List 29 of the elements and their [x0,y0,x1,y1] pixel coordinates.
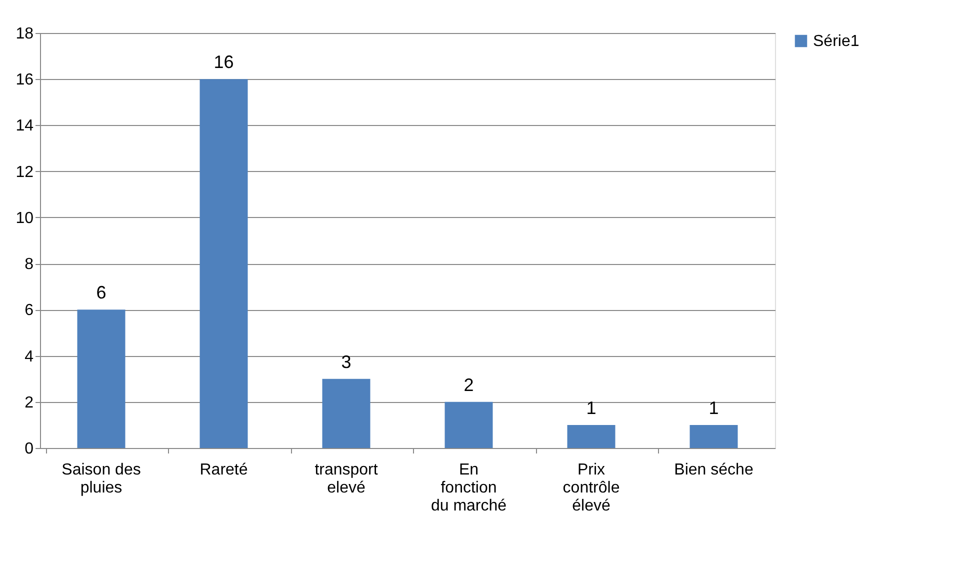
y-tick-label: 16 [16,72,34,89]
legend-label: Série1 [813,33,860,50]
y-tick-label: 12 [16,164,34,181]
data-label: 1 [586,398,596,418]
x-tick-label: Rareté [200,462,248,478]
x-tick-label: Prix contrôle élevé [562,462,620,514]
y-tick-label: 14 [16,118,34,135]
y-tick-label: 0 [24,440,34,458]
data-label: 3 [341,352,352,372]
y-tick-label: 8 [24,256,34,274]
y-tick-label: 6 [24,302,34,320]
y-tick-label: 18 [16,26,34,42]
bar [567,424,616,448]
x-tick-label: Saison des pluies [62,462,141,496]
data-label: 1 [708,398,719,418]
y-tick-label: 2 [24,394,34,412]
bar [200,79,248,448]
bar [77,310,126,448]
y-tick-label: 4 [24,348,34,366]
bar [444,402,493,448]
x-tick-label: Bien séche [674,462,754,478]
bar [322,378,370,448]
x-tick-label: transport elevé [314,462,378,496]
y-tick-label: 10 [16,210,34,227]
data-label: 2 [464,374,474,395]
x-tick-label: En fonction du marché [430,462,507,514]
data-label: 6 [96,282,106,303]
bar [690,424,738,448]
data-label: 16 [214,52,234,72]
